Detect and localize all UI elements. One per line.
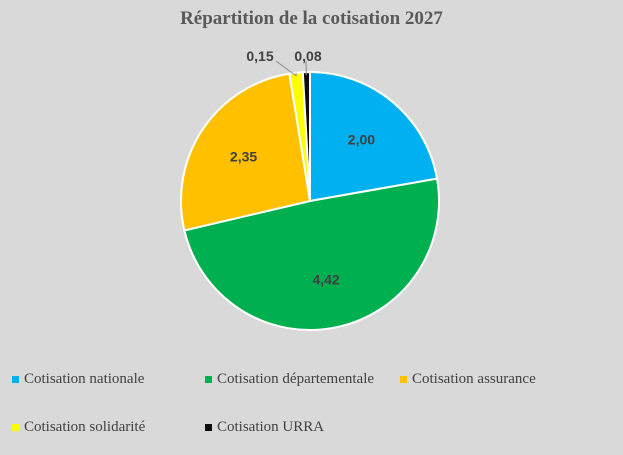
- data-label-solidarite: 0,15: [246, 48, 273, 64]
- data-label-urra: 0,08: [294, 48, 321, 64]
- data-label-departementale: 4,42: [312, 271, 339, 287]
- chart-title: Répartition de la cotisation 2027: [180, 8, 443, 29]
- pie-slice-nationale: [309, 70, 439, 203]
- pie-slice-assurance: [180, 72, 312, 232]
- data-label-assurance: 2,35: [230, 149, 257, 165]
- leader-line-solidarite: [275, 60, 297, 77]
- data-label-nationale: 2,00: [348, 132, 375, 148]
